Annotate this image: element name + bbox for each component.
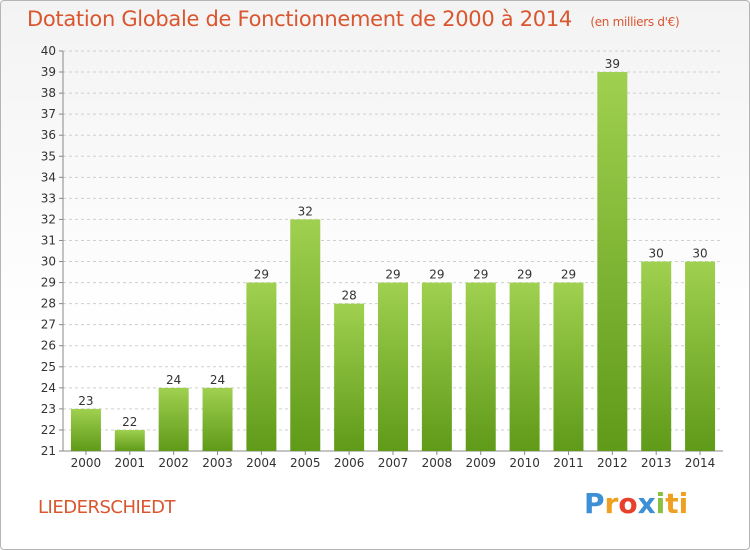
data-label: 39 (605, 57, 620, 71)
x-tick-label: 2013 (641, 456, 672, 470)
chart-title-text: Dotation Globale de Fonctionnement de 20… (27, 7, 572, 31)
bar[interactable] (334, 303, 365, 451)
x-tick-label: 2000 (71, 456, 102, 470)
y-tick-label: 40 (41, 44, 56, 58)
x-tick-label: 2001 (115, 456, 146, 470)
commune-name: LIEDERSCHIEDT (38, 497, 176, 518)
x-tick-label: 2012 (597, 456, 628, 470)
data-label: 32 (298, 204, 313, 218)
data-label: 24 (166, 373, 181, 387)
y-tick-label: 23 (41, 402, 56, 416)
data-label: 29 (517, 268, 532, 282)
y-tick-label: 28 (41, 297, 56, 311)
bar[interactable] (597, 72, 628, 451)
data-label: 29 (385, 268, 400, 282)
data-label: 29 (561, 268, 576, 282)
bar[interactable] (509, 282, 540, 451)
chart-title: Dotation Globale de Fonctionnement de 20… (27, 7, 680, 31)
y-tick-label: 36 (41, 128, 56, 142)
bars (70, 72, 716, 451)
bar[interactable] (202, 387, 233, 451)
logo-letter: r (604, 487, 619, 520)
data-label: 29 (473, 268, 488, 282)
y-tick-label: 24 (41, 381, 56, 395)
x-tick-label: 2014 (685, 456, 716, 470)
bar[interactable] (685, 261, 716, 451)
y-tick-label: 35 (41, 149, 56, 163)
logo-letter: i (655, 487, 666, 520)
y-tick-label: 29 (41, 276, 56, 290)
proxiti-logo[interactable]: Proxiti (584, 487, 688, 520)
y-tick-label: 25 (41, 360, 56, 374)
x-tick-label: 2005 (290, 456, 321, 470)
x-tick-label: 2003 (202, 456, 233, 470)
logo-letter: o (618, 487, 638, 520)
y-tick-label: 30 (41, 255, 56, 269)
x-tick-label: 2011 (553, 456, 584, 470)
data-label: 22 (122, 415, 137, 429)
y-tick-label: 26 (41, 339, 56, 353)
y-tick-label: 39 (41, 65, 56, 79)
data-label: 28 (341, 289, 356, 303)
data-label: 23 (78, 394, 93, 408)
data-label: 24 (210, 373, 225, 387)
x-tick-label: 2004 (246, 456, 277, 470)
data-label: 30 (649, 247, 664, 261)
bar[interactable] (421, 282, 452, 451)
y-tick-label: 33 (41, 191, 56, 205)
logo-letter: ti (665, 487, 689, 520)
bar[interactable] (114, 429, 145, 451)
y-tick-label: 38 (41, 86, 56, 100)
y-tick-label: 21 (41, 444, 56, 458)
y-tick-label: 31 (41, 233, 56, 247)
x-tick-labels: 2000 2001 2002 2003 2004 2005 2006 2007 2008 2009… (71, 456, 716, 470)
bar[interactable] (158, 387, 189, 451)
bar[interactable] (553, 282, 584, 451)
y-tick-label: 32 (41, 212, 56, 226)
y-tick-label: 34 (41, 170, 56, 184)
bar[interactable] (641, 261, 672, 451)
data-label: 29 (429, 268, 444, 282)
x-tick-label: 2010 (509, 456, 540, 470)
chart-unit: (en milliers d'€) (590, 15, 680, 29)
bar[interactable] (290, 219, 321, 451)
y-tick-labels: 21 22 23 24 25 26 27 28 29 30 31 32 33 34 35 36 37 38 39 40 (41, 44, 56, 458)
y-tick-label: 22 (41, 423, 56, 437)
bar[interactable] (465, 282, 496, 451)
x-tick-label: 2009 (465, 456, 496, 470)
data-labels: 23 22 24 24 29 32 28 29 29 29 29 29 39 30 30 (78, 57, 707, 429)
data-label: 30 (692, 247, 707, 261)
x-tick-label: 2006 (334, 456, 365, 470)
x-tick-label: 2002 (158, 456, 189, 470)
x-tick-label: 2008 (422, 456, 453, 470)
logo-letter: x (637, 487, 656, 520)
x-tick-label: 2007 (378, 456, 409, 470)
y-tick-label: 37 (41, 107, 56, 121)
bar[interactable] (70, 408, 101, 451)
bar[interactable] (378, 282, 408, 451)
y-tick-label: 27 (41, 318, 56, 332)
bar[interactable] (246, 282, 277, 451)
data-label: 29 (254, 268, 269, 282)
logo-letter: P (584, 487, 605, 520)
